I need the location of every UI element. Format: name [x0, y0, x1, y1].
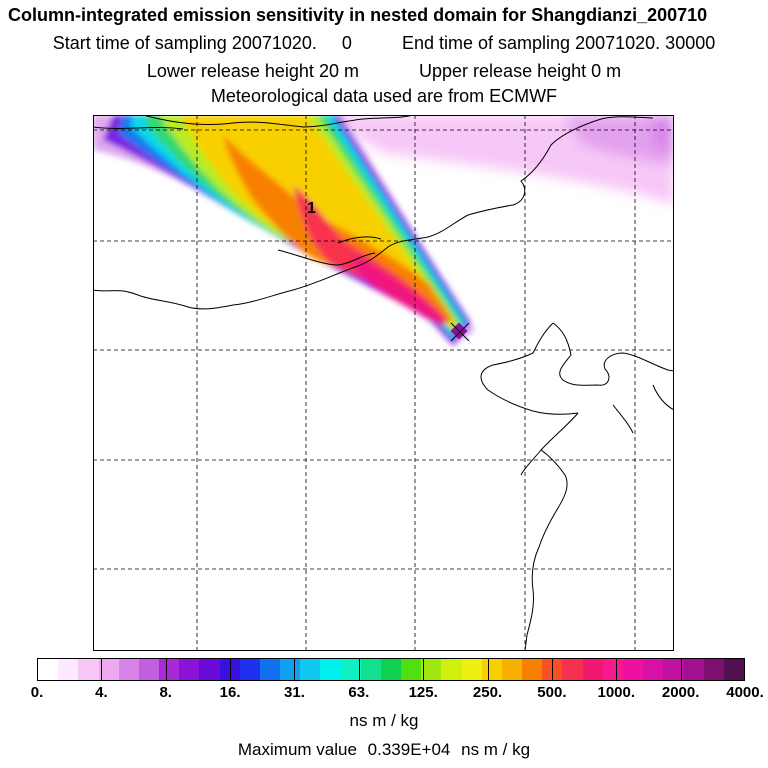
colorbar-segment — [461, 659, 482, 680]
sampling-time-line: Start time of sampling 20071020. 0 End t… — [0, 33, 768, 54]
colorbar-segment — [401, 659, 422, 680]
colorbar-segment — [723, 659, 745, 680]
colorbar-tick-label: 0. — [30, 684, 44, 701]
colorbar-separator — [294, 658, 296, 681]
colorbar-tick-label: 250. — [472, 684, 503, 701]
colorbar-segment — [58, 659, 79, 680]
emission-sensitivity-map: 1 — [93, 115, 674, 651]
lower-height-value: 20 m — [318, 61, 359, 81]
colorbar-separator — [101, 658, 103, 681]
colorbar-segment — [199, 659, 220, 680]
colorbar-segment — [320, 659, 341, 680]
colorbar-segment — [38, 659, 59, 680]
colorbar-separator — [358, 658, 360, 681]
colorbar-tick-label: 500. — [537, 684, 567, 701]
plume-label-1: 1 — [307, 200, 316, 217]
colorbar-segment — [239, 659, 260, 680]
start-time-label: Start time of sampling — [52, 33, 227, 53]
colorbar-separator — [487, 658, 489, 681]
colorbar-segment — [562, 659, 583, 680]
release-location-marker — [450, 322, 470, 342]
end-time-label: End time of sampling — [401, 33, 571, 53]
colorbar-segment — [98, 659, 119, 680]
colorbar-segment — [481, 659, 502, 680]
colorbar-segment — [683, 659, 704, 680]
start-time-value: 20071020. 0 — [231, 33, 352, 53]
colorbar-separator — [616, 658, 618, 681]
colorbar-segment — [340, 659, 361, 680]
colorbar-segment — [118, 659, 139, 680]
colorbar-segment — [522, 659, 543, 680]
colorbar-separator — [423, 658, 425, 681]
met-data-line: Meteorological data used are from ECMWF — [210, 86, 558, 106]
colorbar-segment — [663, 659, 684, 680]
colorbar-segment — [421, 659, 442, 680]
colorbar-separator — [230, 658, 232, 681]
max-value-units: ns m / kg — [461, 740, 531, 759]
map-title: Column-integrated emission sensitivity i… — [8, 5, 708, 25]
colorbar-segment — [380, 659, 402, 680]
map-frame — [93, 115, 674, 651]
sensitivity-haze-north — [323, 115, 674, 205]
colorbar-segment — [219, 659, 240, 680]
colorbar-segment — [179, 659, 200, 680]
colorbar-segment — [441, 659, 462, 680]
colorbar-tick-label: 8. — [159, 684, 172, 701]
colorbar-segment — [259, 659, 281, 680]
colorbar-segment — [643, 659, 664, 680]
colorbar-segment — [280, 659, 301, 680]
max-value-label: Maximum value — [237, 740, 357, 759]
maximum-value-line: Maximum value 0.339E+04 ns m / kg — [0, 740, 768, 760]
colorbar-separator — [551, 658, 553, 681]
end-time-value: 20071020. 30000 — [575, 33, 716, 53]
lower-height-label: Lower release height — [146, 61, 314, 81]
upper-height-label: Upper release height — [419, 61, 587, 81]
release-height-line: Lower release height 20 m Upper release … — [0, 61, 768, 82]
colorbar-separator — [165, 658, 167, 681]
colorbar — [37, 658, 745, 681]
colorbar-separator — [680, 658, 682, 681]
sensitivity-plume — [93, 115, 475, 347]
colorbar-tick-label: 2000. — [661, 684, 700, 701]
colorbar-tick-label: 4. — [95, 684, 108, 701]
colorbar-segment — [501, 659, 523, 680]
colorbar-segment — [360, 659, 381, 680]
colorbar-tick-label: 63. — [348, 684, 370, 701]
colorbar-tick-label: 125. — [408, 684, 438, 701]
colorbar-tick-label: 31. — [284, 684, 305, 701]
colorbar-segment — [703, 659, 724, 680]
colorbar-units: ns m / kg — [349, 711, 419, 730]
colorbar-tick-label: 16. — [219, 684, 241, 701]
colorbar-segment — [622, 659, 644, 680]
upper-height-value: 0 m — [591, 61, 622, 81]
colorbar-segment — [300, 659, 321, 680]
colorbar-segment — [138, 659, 160, 680]
graticule — [93, 115, 674, 651]
colorbar-tick-label: 1000. — [597, 684, 636, 701]
max-value: 0.339E+04 — [367, 740, 451, 759]
colorbar-segment — [159, 659, 180, 680]
colorbar-segment — [582, 659, 603, 680]
colorbar-tick-label: 4000. — [726, 684, 764, 701]
colorbar-segment — [78, 659, 99, 680]
colorbar-segment — [602, 659, 623, 680]
